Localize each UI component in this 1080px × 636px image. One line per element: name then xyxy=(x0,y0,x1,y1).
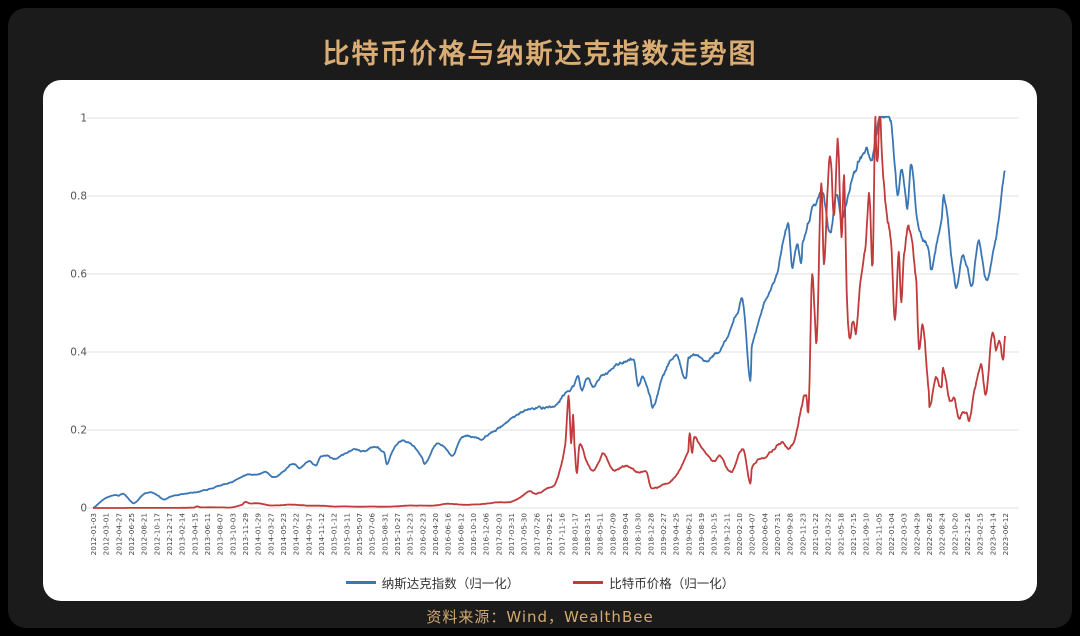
legend-label-nasdaq: 纳斯达克指数（归一化） xyxy=(381,576,520,591)
legend-label-bitcoin: 比特币价格（归一化） xyxy=(609,576,735,591)
svg-text:2021-05-18: 2021-05-18 xyxy=(836,513,845,556)
svg-text:2015-12-23: 2015-12-23 xyxy=(406,513,415,556)
svg-text:2022-08-24: 2022-08-24 xyxy=(938,513,947,556)
x-axis-labels: 2012-01-03 2012-03-01 2012-04-27 2012-06-25… xyxy=(89,513,1010,556)
y-axis-labels: 0 0.2 0.4 0.6 0.8 1 xyxy=(70,113,87,515)
svg-text:2019-10-15: 2019-10-15 xyxy=(710,513,719,555)
svg-text:2013-10-03: 2013-10-03 xyxy=(228,513,237,556)
svg-text:0.6: 0.6 xyxy=(70,269,87,281)
svg-text:2022-03-03: 2022-03-03 xyxy=(900,513,909,556)
svg-text:2012-12-17: 2012-12-17 xyxy=(165,513,174,556)
svg-text:2016-08-12: 2016-08-12 xyxy=(456,513,465,555)
legend-item-nasdaq: 纳斯达克指数（归一化） xyxy=(345,573,520,592)
svg-text:2019-08-19: 2019-08-19 xyxy=(697,513,706,556)
svg-text:2012-06-25: 2012-06-25 xyxy=(127,513,136,555)
svg-text:2012-01-03: 2012-01-03 xyxy=(89,513,98,556)
svg-text:2020-07-31: 2020-07-31 xyxy=(773,513,782,555)
svg-text:2020-09-28: 2020-09-28 xyxy=(786,513,795,556)
svg-text:2017-02-03: 2017-02-03 xyxy=(494,513,503,556)
svg-text:2012-10-17: 2012-10-17 xyxy=(152,513,161,556)
svg-text:1: 1 xyxy=(80,113,87,125)
svg-text:2023-06-12: 2023-06-12 xyxy=(1001,513,1010,555)
svg-text:2014-09-17: 2014-09-17 xyxy=(304,513,313,556)
svg-text:2018-10-30: 2018-10-30 xyxy=(634,513,643,556)
svg-text:2017-09-21: 2017-09-21 xyxy=(545,513,554,555)
svg-text:2018-12-28: 2018-12-28 xyxy=(646,513,655,556)
svg-text:2018-09-04: 2018-09-04 xyxy=(621,513,630,556)
svg-text:2015-08-31: 2015-08-31 xyxy=(380,513,389,555)
svg-text:2017-03-31: 2017-03-31 xyxy=(507,513,516,555)
svg-text:2014-07-22: 2014-07-22 xyxy=(292,513,301,555)
svg-text:2013-06-11: 2013-06-11 xyxy=(203,513,212,555)
svg-text:2019-04-25: 2019-04-25 xyxy=(672,513,681,555)
svg-text:2015-07-06: 2015-07-06 xyxy=(368,513,377,556)
svg-text:2015-10-27: 2015-10-27 xyxy=(393,513,402,556)
dark-card-panel: 比特币价格与纳斯达克指数走势图 0 0.2 0.4 0.6 0.8 1 2012-01-0… xyxy=(8,8,1072,628)
svg-text:0.4: 0.4 xyxy=(70,347,87,359)
data-source-caption: 资料来源：Wind，WealthBee xyxy=(426,608,654,626)
nasdaq-line-swatch xyxy=(345,581,376,584)
svg-text:2021-07-15: 2021-07-15 xyxy=(849,513,858,555)
svg-text:2020-11-23: 2020-11-23 xyxy=(798,513,807,556)
chart-title: 比特币价格与纳斯达克指数走势图 xyxy=(322,39,758,70)
svg-text:2016-10-10: 2016-10-10 xyxy=(469,513,478,556)
bitcoin-line-swatch xyxy=(573,581,604,584)
svg-text:2013-04-15: 2013-04-15 xyxy=(190,513,199,555)
svg-text:2022-10-20: 2022-10-20 xyxy=(950,513,959,556)
svg-text:2019-02-27: 2019-02-27 xyxy=(659,513,668,556)
svg-text:2019-06-21: 2019-06-21 xyxy=(684,513,693,555)
svg-text:2022-12-16: 2022-12-16 xyxy=(963,513,972,556)
svg-text:2017-11-16: 2017-11-16 xyxy=(558,513,567,556)
svg-text:2015-03-11: 2015-03-11 xyxy=(342,513,351,555)
svg-text:2020-04-07: 2020-04-07 xyxy=(748,513,757,556)
svg-text:2014-05-23: 2014-05-23 xyxy=(279,513,288,556)
svg-text:2018-07-09: 2018-07-09 xyxy=(608,513,617,556)
svg-text:2021-03-22: 2021-03-22 xyxy=(824,513,833,555)
svg-text:2014-11-12: 2014-11-12 xyxy=(317,513,326,555)
svg-text:2023-04-14: 2023-04-14 xyxy=(988,513,997,556)
svg-text:2018-05-11: 2018-05-11 xyxy=(596,513,605,555)
legend-item-bitcoin: 比特币价格（归一化） xyxy=(573,573,734,592)
svg-text:2022-04-29: 2022-04-29 xyxy=(912,513,921,556)
svg-text:2015-05-07: 2015-05-07 xyxy=(355,513,364,556)
svg-text:2014-01-29: 2014-01-29 xyxy=(254,513,263,556)
svg-text:2016-04-20: 2016-04-20 xyxy=(431,513,440,556)
svg-text:0.2: 0.2 xyxy=(70,425,87,437)
nasdaq-line xyxy=(92,115,1006,509)
bitcoin-line xyxy=(92,115,1006,509)
svg-text:2012-04-27: 2012-04-27 xyxy=(114,513,123,556)
svg-text:2018-01-17: 2018-01-17 xyxy=(570,513,579,556)
svg-text:2021-09-10: 2021-09-10 xyxy=(862,513,871,556)
svg-text:2020-02-10: 2020-02-10 xyxy=(735,513,744,556)
svg-text:2016-02-23: 2016-02-23 xyxy=(418,513,427,556)
svg-text:2015-01-12: 2015-01-12 xyxy=(330,513,339,555)
svg-text:2023-02-15: 2023-02-15 xyxy=(976,513,985,555)
svg-text:2018-03-15: 2018-03-15 xyxy=(583,513,592,555)
chart-canvas: 00.20.40.60.81 2012-01-03 2012-03-01 2012-… xyxy=(70,113,1019,556)
svg-text:2020-06-04: 2020-06-04 xyxy=(760,513,769,556)
chart-legend: 纳斯达克指数（归一化） 比特币价格（归一化） xyxy=(43,573,1037,592)
svg-text:2017-05-30: 2017-05-30 xyxy=(520,513,529,556)
svg-text:2012-08-21: 2012-08-21 xyxy=(140,513,149,555)
svg-text:0.8: 0.8 xyxy=(70,191,87,203)
svg-text:2017-07-26: 2017-07-26 xyxy=(532,513,541,556)
svg-text:2016-06-16: 2016-06-16 xyxy=(444,513,453,556)
svg-text:2013-08-07: 2013-08-07 xyxy=(216,513,225,556)
svg-text:2019-12-11: 2019-12-11 xyxy=(722,513,731,555)
svg-text:2022-06-28: 2022-06-28 xyxy=(925,513,934,556)
chart-card: 0 0.2 0.4 0.6 0.8 1 2012-01-03 2012-03-01 2012-… xyxy=(43,80,1037,601)
svg-text:2021-01-22: 2021-01-22 xyxy=(811,513,820,555)
svg-text:2013-11-29: 2013-11-29 xyxy=(241,513,250,556)
svg-text:2014-03-27: 2014-03-27 xyxy=(266,513,275,556)
svg-text:2016-12-06: 2016-12-06 xyxy=(482,513,491,556)
svg-text:2021-11-05: 2021-11-05 xyxy=(874,513,883,555)
svg-text:0: 0 xyxy=(80,503,87,515)
svg-text:2013-02-14: 2013-02-14 xyxy=(178,513,187,556)
svg-text:2012-03-01: 2012-03-01 xyxy=(102,513,111,555)
gridlines xyxy=(87,117,1019,509)
svg-text:2022-01-04: 2022-01-04 xyxy=(887,513,896,556)
